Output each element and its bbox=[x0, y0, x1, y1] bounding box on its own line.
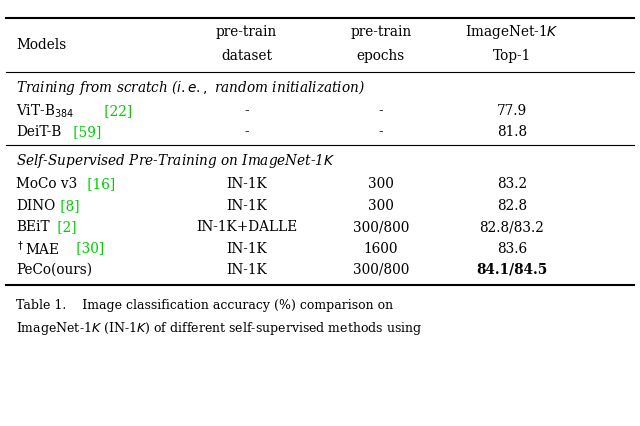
Text: [16]: [16] bbox=[83, 177, 115, 191]
Text: 83.2: 83.2 bbox=[497, 177, 527, 191]
Text: ImageNet-1$K$: ImageNet-1$K$ bbox=[465, 23, 559, 41]
Text: 300: 300 bbox=[368, 177, 394, 191]
Text: IN-1K: IN-1K bbox=[226, 177, 267, 191]
Text: 82.8: 82.8 bbox=[497, 199, 527, 212]
Text: [2]: [2] bbox=[53, 220, 77, 233]
Text: pre-train: pre-train bbox=[350, 25, 412, 39]
Text: 84.1/84.5: 84.1/84.5 bbox=[476, 262, 548, 276]
Text: [59]: [59] bbox=[69, 125, 101, 139]
Text: Self-Supervised Pre-Training on ImageNet-1$K$: Self-Supervised Pre-Training on ImageNet… bbox=[16, 152, 335, 170]
Text: DINO: DINO bbox=[16, 199, 55, 212]
Text: PeCo(ours): PeCo(ours) bbox=[16, 262, 92, 276]
Text: ViT-B$_{384}$: ViT-B$_{384}$ bbox=[16, 102, 74, 119]
Text: 77.9: 77.9 bbox=[497, 104, 527, 118]
Text: 82.8/83.2: 82.8/83.2 bbox=[479, 220, 545, 233]
Text: MoCo v3: MoCo v3 bbox=[16, 177, 77, 191]
Text: [22]: [22] bbox=[100, 104, 132, 118]
Text: -: - bbox=[378, 125, 383, 139]
Text: IN-1K: IN-1K bbox=[226, 262, 267, 276]
Text: epochs: epochs bbox=[356, 49, 405, 62]
Text: Models: Models bbox=[16, 38, 67, 52]
Text: BEiT: BEiT bbox=[16, 220, 50, 233]
Text: 300/800: 300/800 bbox=[353, 220, 409, 233]
Text: ImageNet-1$K$ (IN-1$K$) of different self-supervised methods using: ImageNet-1$K$ (IN-1$K$) of different sel… bbox=[16, 320, 422, 337]
Text: [8]: [8] bbox=[56, 199, 79, 212]
Text: IN-1K: IN-1K bbox=[226, 241, 267, 255]
Text: pre-train: pre-train bbox=[216, 25, 277, 39]
Text: DeiT-B: DeiT-B bbox=[16, 125, 61, 139]
Text: -: - bbox=[244, 125, 249, 139]
Text: 300/800: 300/800 bbox=[353, 262, 409, 276]
Text: 83.6: 83.6 bbox=[497, 241, 527, 255]
Text: Table 1.    Image classification accuracy (%) comparison on: Table 1. Image classification accuracy (… bbox=[16, 298, 393, 311]
Text: Top-1: Top-1 bbox=[493, 49, 531, 62]
Text: [30]: [30] bbox=[72, 241, 104, 255]
Text: -: - bbox=[244, 104, 249, 118]
Text: -: - bbox=[378, 104, 383, 118]
Text: 1600: 1600 bbox=[364, 241, 398, 255]
Text: IN-1K: IN-1K bbox=[226, 199, 267, 212]
Text: IN-1K+DALLE: IN-1K+DALLE bbox=[196, 220, 297, 233]
Text: dataset: dataset bbox=[221, 49, 272, 62]
Text: 300: 300 bbox=[368, 199, 394, 212]
Text: 81.8: 81.8 bbox=[497, 125, 527, 139]
Text: Training from scratch ($i.e.,$ random initialization): Training from scratch ($i.e.,$ random in… bbox=[16, 78, 365, 97]
Text: $^\dagger$MAE: $^\dagger$MAE bbox=[16, 239, 60, 257]
